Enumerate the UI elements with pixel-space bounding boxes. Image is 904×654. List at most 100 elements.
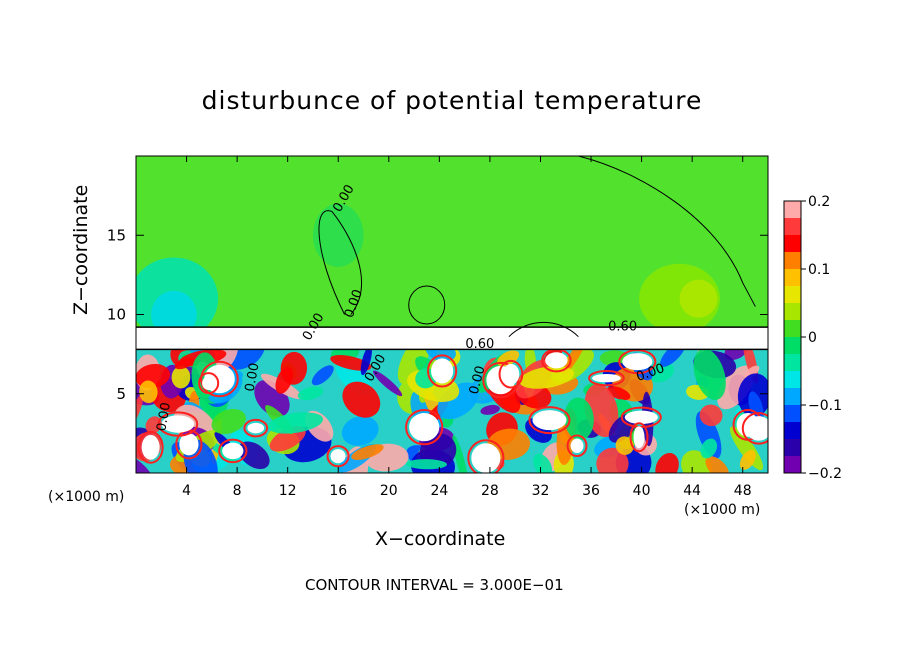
x-tick-label: 40: [633, 483, 651, 499]
x-tick-label: 48: [734, 483, 752, 499]
turbulent-blob: [705, 456, 730, 473]
turbulent-blob: [699, 404, 723, 427]
red-rim: [618, 350, 657, 375]
turbulent-blob: [372, 370, 403, 397]
colorbar-tick-label: −0.2: [808, 466, 842, 482]
turbulent-blob: [693, 350, 726, 400]
turbulent-blob: [480, 404, 500, 415]
x-axis-label: X−coordinate: [375, 528, 506, 550]
turbulent-blob: [211, 408, 246, 435]
turbulent-blob: [452, 434, 469, 473]
turbulent-blob: [267, 412, 323, 434]
x-tick-label: 24: [430, 483, 448, 499]
white-core: [532, 410, 567, 431]
turbulent-blob: [406, 459, 448, 470]
red-rim: [588, 369, 625, 387]
x-tick-label: 4: [182, 483, 191, 499]
turbulent-blob: [681, 450, 712, 473]
white-core: [161, 415, 195, 433]
white-core: [471, 443, 501, 473]
colorbar-swatch: [784, 218, 801, 236]
white-core: [745, 416, 768, 441]
white-core: [179, 433, 199, 456]
turbulent-blob: [739, 449, 756, 470]
white-core: [545, 352, 568, 369]
turbulent-blob: [351, 444, 384, 460]
turbulent-blob: [660, 350, 686, 367]
colorbar-swatch: [784, 439, 801, 457]
colorbar-swatch: [784, 252, 801, 270]
contour-label: 0.00: [243, 362, 263, 393]
white-core: [409, 413, 440, 442]
contour-label: 0.60: [465, 337, 494, 352]
turbulent-blob: [655, 453, 679, 473]
white-core: [502, 363, 520, 385]
colorbar-swatch: [784, 201, 801, 219]
colorbar-tick-label: −0.1: [808, 398, 842, 414]
colorbar-tick-label: 0.2: [808, 194, 830, 210]
white-core: [222, 442, 244, 460]
turbulent-blob: [136, 455, 154, 473]
contour-interval-note: CONTOUR INTERVAL = 3.000E−01: [305, 576, 564, 594]
contour-label: 0.60: [608, 319, 637, 334]
turbulent-blob: [280, 351, 308, 385]
turbulent-blob: [174, 357, 194, 370]
colorbar-swatch: [784, 320, 801, 338]
colorbar-swatch: [784, 405, 801, 423]
colorbar-swatch: [784, 269, 801, 287]
x-tick-label: 32: [532, 483, 550, 499]
turbulent-blob: [599, 350, 630, 367]
white-core: [570, 438, 584, 454]
red-rim: [741, 412, 768, 445]
white-core: [633, 426, 645, 449]
y-tick-label: 5: [116, 385, 126, 403]
turbulent-blob: [145, 416, 162, 434]
colorbar-swatch: [784, 235, 801, 253]
red-rim: [243, 418, 269, 438]
white-core: [592, 373, 621, 383]
turbulent-blob: [533, 453, 553, 473]
colorbar-swatch: [784, 303, 801, 321]
turbulent-blob: [700, 438, 718, 459]
red-rim: [629, 422, 649, 453]
x-tick-label: 12: [279, 483, 297, 499]
contour-line: [318, 210, 362, 315]
red-rim: [620, 406, 662, 429]
red-rim: [218, 438, 248, 464]
red-rim: [541, 350, 572, 373]
red-rim: [467, 439, 505, 473]
white-core: [141, 434, 160, 460]
contour-label: 0.00: [154, 401, 174, 432]
colorbar-swatch: [784, 456, 801, 474]
x-unit-label-right: (×1000 m): [684, 502, 761, 518]
contour-line: [578, 156, 756, 307]
contour-line: [408, 285, 446, 325]
plot-area: 0.000.600.600.000.00 0.00 0.00 0.000.000.00: [136, 156, 768, 473]
red-rim: [528, 406, 571, 435]
x-tick-label: 20: [380, 483, 398, 499]
x-tick-label: 44: [683, 483, 701, 499]
x-tick-label: 36: [582, 483, 600, 499]
turbulent-blob: [139, 380, 158, 404]
y-tick-label: 10: [107, 306, 126, 324]
turbulent-blob: [744, 365, 760, 379]
turbulent-blob: [724, 350, 749, 361]
x-tick-label: 16: [329, 483, 347, 499]
contour-line: [508, 321, 579, 338]
y-axis-label: Z−coordinate: [70, 184, 92, 315]
turbulent-blob: [342, 381, 381, 418]
colorbar-swatch: [784, 422, 801, 440]
colorbar-swatch: [784, 286, 801, 304]
red-rim: [427, 354, 458, 388]
colorbar: 0.2 0.1 0 −0.1 −0.2: [783, 194, 842, 482]
red-rim: [326, 445, 350, 468]
turbulent-blob: [596, 447, 629, 473]
turbulent-blob: [564, 397, 594, 441]
turbulent-blob: [615, 436, 634, 455]
turbulent-layer: [136, 350, 768, 473]
red-rim: [498, 359, 524, 389]
colorbar-tick-label: 0.1: [808, 262, 830, 278]
x-tick-label: 8: [233, 483, 242, 499]
red-rim: [405, 409, 444, 446]
